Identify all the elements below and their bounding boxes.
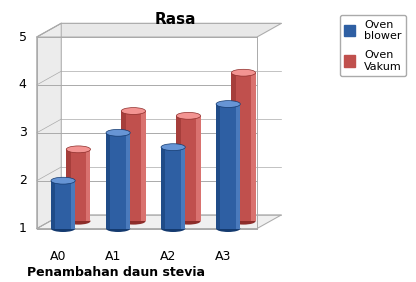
Ellipse shape (231, 218, 255, 224)
FancyBboxPatch shape (141, 111, 146, 221)
FancyBboxPatch shape (181, 147, 185, 229)
Ellipse shape (161, 225, 185, 232)
Ellipse shape (176, 218, 201, 224)
FancyBboxPatch shape (126, 133, 130, 229)
Ellipse shape (51, 225, 75, 232)
FancyBboxPatch shape (176, 116, 181, 221)
FancyBboxPatch shape (66, 149, 91, 221)
Ellipse shape (106, 225, 130, 232)
FancyBboxPatch shape (106, 133, 130, 229)
Text: Rasa: Rasa (155, 12, 196, 27)
FancyBboxPatch shape (231, 73, 235, 221)
Ellipse shape (176, 113, 201, 119)
Text: A2: A2 (160, 250, 176, 263)
FancyBboxPatch shape (216, 104, 240, 229)
FancyBboxPatch shape (121, 111, 146, 221)
Ellipse shape (121, 108, 146, 114)
FancyBboxPatch shape (236, 104, 240, 229)
Ellipse shape (66, 218, 91, 224)
Ellipse shape (231, 69, 255, 76)
Text: A1: A1 (105, 250, 121, 263)
FancyBboxPatch shape (51, 181, 75, 229)
Text: 3: 3 (19, 126, 27, 139)
Ellipse shape (216, 225, 240, 232)
Ellipse shape (121, 218, 146, 224)
Text: 2: 2 (19, 174, 27, 187)
Ellipse shape (106, 129, 130, 136)
Text: 5: 5 (19, 30, 27, 43)
Text: 4: 4 (19, 78, 27, 91)
FancyBboxPatch shape (231, 73, 255, 221)
FancyBboxPatch shape (176, 116, 201, 221)
Polygon shape (37, 23, 61, 229)
Text: 1: 1 (19, 222, 27, 235)
Ellipse shape (66, 146, 91, 153)
Polygon shape (37, 23, 281, 37)
Text: A3: A3 (215, 250, 231, 263)
FancyBboxPatch shape (196, 116, 201, 221)
Ellipse shape (51, 177, 75, 184)
FancyBboxPatch shape (216, 104, 220, 229)
Ellipse shape (161, 144, 185, 151)
Ellipse shape (216, 101, 240, 107)
Polygon shape (37, 215, 281, 229)
FancyBboxPatch shape (106, 133, 110, 229)
FancyBboxPatch shape (66, 149, 70, 221)
FancyBboxPatch shape (51, 181, 55, 229)
Text: A0: A0 (50, 250, 67, 263)
FancyBboxPatch shape (161, 147, 165, 229)
FancyBboxPatch shape (86, 149, 91, 221)
FancyBboxPatch shape (71, 181, 75, 229)
FancyBboxPatch shape (121, 111, 126, 221)
FancyBboxPatch shape (251, 73, 255, 221)
Text: Penambahan daun stevia: Penambahan daun stevia (27, 266, 206, 279)
Legend: Oven
blower, Oven
Vakum: Oven blower, Oven Vakum (339, 15, 406, 76)
FancyBboxPatch shape (161, 147, 185, 229)
